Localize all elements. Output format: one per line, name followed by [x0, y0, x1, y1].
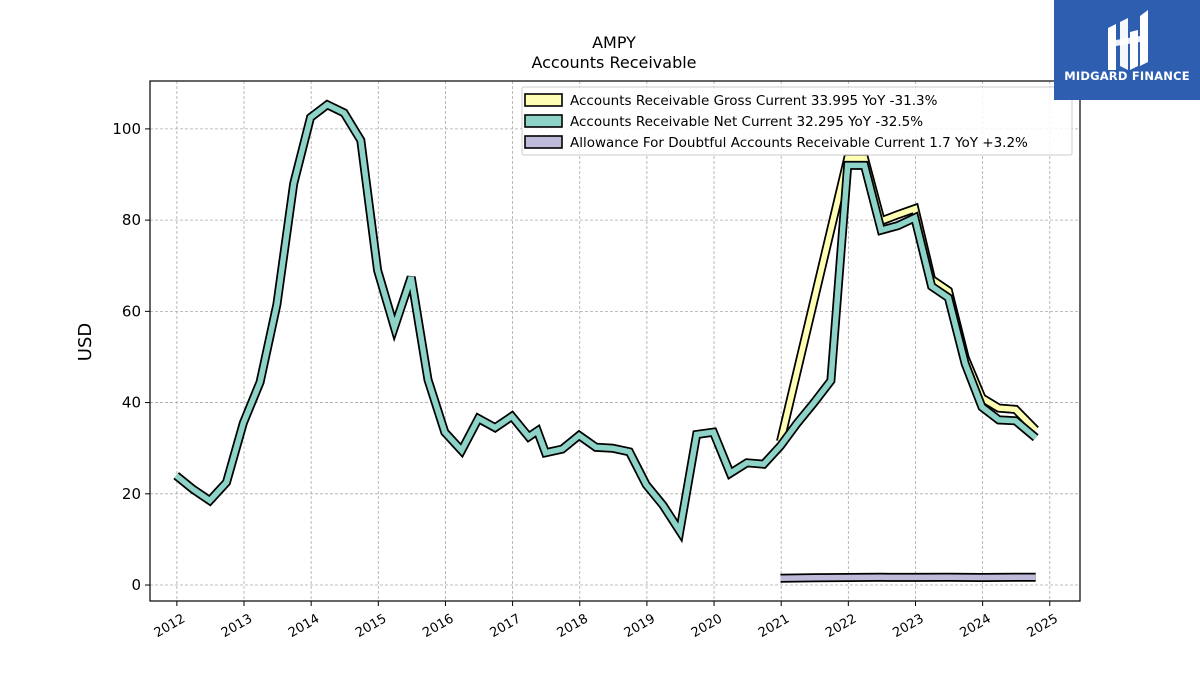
y-axis-label: USD	[75, 323, 96, 361]
brand-logo-mark-icon	[1108, 10, 1148, 70]
x-tick-label: 2025	[1025, 611, 1061, 641]
x-tick-label: 2018	[555, 611, 591, 641]
chart-subtitle: Accounts Receivable	[531, 53, 696, 72]
legend-swatch	[524, 93, 563, 107]
legend: Accounts Receivable Gross Current 33.995…	[521, 86, 1073, 156]
legend-swatch	[524, 135, 563, 149]
series-line	[780, 574, 1036, 581]
x-tick-label: 2012	[152, 611, 188, 641]
plot-frame	[149, 80, 1081, 602]
y-tick-label: 20	[122, 485, 141, 503]
x-tick-label: 2016	[420, 611, 456, 641]
x-tick-label: 2013	[219, 611, 255, 641]
legend-label: Accounts Receivable Gross Current 33.995…	[570, 93, 938, 109]
x-tick-label: 2019	[622, 611, 658, 641]
series-allowance-doubtful	[780, 572, 1036, 583]
series-line	[174, 101, 1038, 539]
brand-logo-text: MIDGARD FINANCE	[1064, 69, 1190, 83]
grid-lines	[150, 81, 1080, 601]
x-tick-label: 2022	[823, 611, 859, 641]
y-tick-label: 100	[112, 120, 141, 138]
brand-logo: MIDGARD FINANCE	[1054, 0, 1200, 100]
x-tick-label: 2014	[286, 611, 322, 641]
x-tick-label: 2017	[487, 611, 523, 641]
x-tick-label: 2021	[756, 611, 792, 641]
x-tick-label: 2024	[957, 611, 993, 641]
legend-label: Allowance For Doubtful Accounts Receivab…	[570, 135, 1028, 151]
legend-box	[521, 86, 1073, 156]
axis-ticks: 2012 2013 2014 2015 2016 2017 2018 2019 2020 2021…	[112, 120, 1060, 641]
y-tick-label: 40	[122, 394, 141, 412]
chart-title: AMPY	[592, 33, 636, 52]
plot-series	[173, 99, 1039, 583]
y-tick-label: 0	[131, 576, 141, 594]
series-line-outline	[173, 99, 1039, 544]
x-tick-label: 2015	[353, 611, 389, 641]
x-tick-label: 2020	[689, 611, 725, 641]
series-net-current	[173, 99, 1039, 544]
y-tick-label: 60	[122, 302, 141, 320]
x-tick-label: 2023	[890, 611, 926, 641]
legend-label: Accounts Receivable Net Current 32.295 Y…	[570, 114, 923, 130]
legend-swatch	[524, 114, 563, 128]
y-tick-label: 80	[122, 211, 141, 229]
